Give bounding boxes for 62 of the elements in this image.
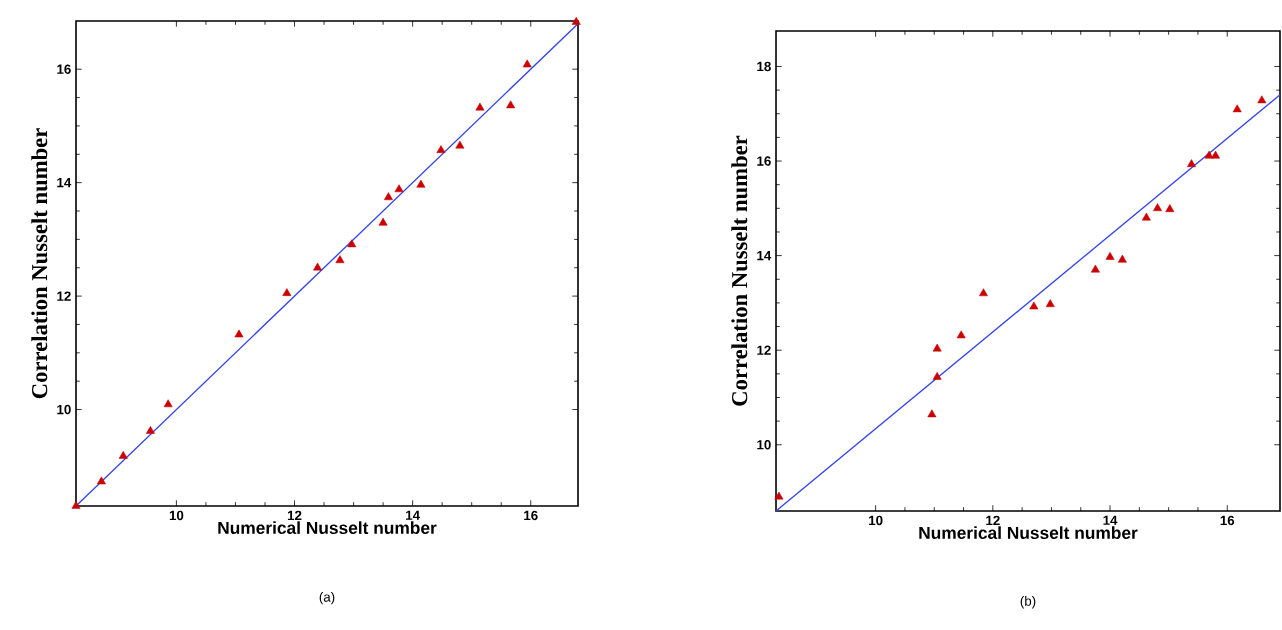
x-tick-label: 10 [869,515,883,526]
point [347,239,357,248]
point [163,399,173,408]
x-tick-label: 12 [986,515,1000,526]
x-tick-label: 14 [1103,515,1118,525]
point [71,500,81,509]
x-tick-label: 14 [406,510,420,520]
point [979,288,988,297]
point [436,145,446,153]
text: (b) [1020,595,1036,609]
y-tick-label: 12 [57,291,71,301]
point [96,476,106,485]
point [932,343,942,352]
point [378,217,388,226]
point [927,409,937,418]
point [571,17,581,25]
point [1029,301,1039,310]
point [394,184,404,193]
y-tick-label: 10 [757,440,771,450]
point [313,262,322,271]
point [282,288,292,296]
point [475,102,485,111]
point [1117,254,1127,263]
point [416,179,426,188]
y-tick-label: 16 [757,156,771,166]
x-tick-label: 16 [1220,515,1235,526]
y-tick-label: 10 [57,404,71,415]
point [145,426,155,434]
y-tick-label: 12 [757,345,771,355]
point [522,59,532,68]
point [1105,251,1115,260]
point [384,192,393,201]
point [506,100,516,109]
point [1153,203,1162,211]
text: (a) [319,591,335,605]
point [1045,299,1055,307]
point [1211,150,1220,159]
y-axis-title: Correlation Nusselt number [731,135,748,406]
point [1204,150,1214,159]
point [335,255,345,264]
point [956,330,966,339]
x-tick-label: 16 [524,510,538,521]
point [932,372,942,380]
point [1187,159,1196,168]
point [1141,212,1151,221]
x-tick-label: 10 [169,510,184,521]
point [118,451,128,459]
point [1257,95,1267,104]
x-axis-title: Numerical Nusselt number [919,526,1138,540]
x-tick-label: 12 [287,510,302,521]
x-axis-title: Numerical Nusselt number [218,521,437,535]
y-tick-label: 18 [757,61,771,72]
point [1090,264,1100,273]
point [774,491,784,500]
point [1165,204,1175,212]
y-axis-title: Correlation Nusselt number [31,128,48,399]
point [1232,104,1242,113]
y-tick-label: 16 [57,64,71,74]
point [455,140,465,149]
point [234,329,244,338]
y-tick-label: 14 [57,178,72,188]
y-tick-label: 14 [757,251,772,261]
